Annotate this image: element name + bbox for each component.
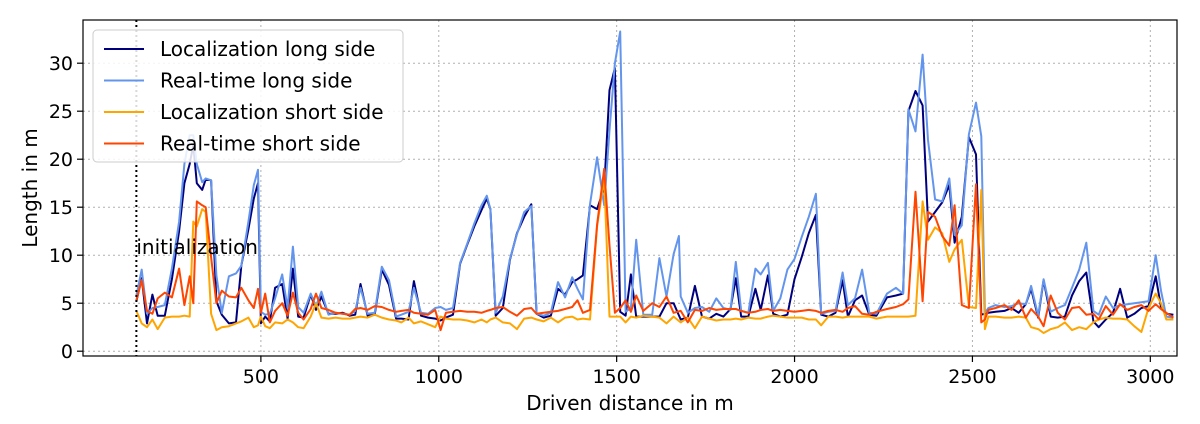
y-tick-label-0: 0 bbox=[61, 341, 73, 363]
x-axis-label: Driven distance in m bbox=[526, 391, 734, 415]
series-line-2 bbox=[135, 177, 1174, 334]
legend-label-3: Real-time short side bbox=[160, 132, 361, 156]
x-tick-label-2: 1500 bbox=[592, 366, 640, 388]
x-tick-label-0: 500 bbox=[243, 366, 279, 388]
plot-frame bbox=[82, 19, 1178, 357]
grid bbox=[83, 20, 1177, 356]
series-line-0 bbox=[135, 67, 1174, 329]
y-axis-label: Length in m bbox=[18, 128, 42, 247]
legend-label-1: Real-time long side bbox=[160, 69, 352, 93]
x-tick-label-4: 2500 bbox=[948, 366, 996, 388]
y-tick-label-1: 5 bbox=[61, 293, 73, 315]
legend-label-2: Localization short side bbox=[160, 100, 384, 124]
x-tick-label-5: 3000 bbox=[1126, 366, 1174, 388]
legend-box bbox=[92, 29, 404, 163]
y-tick-label-6: 30 bbox=[49, 53, 73, 75]
series-line-3 bbox=[135, 167, 1174, 332]
axis-ticks: 500 1000 1500 2000 2500 3000 0 5 10 15 20 25 30 bbox=[49, 53, 1175, 388]
y-tick-label-2: 10 bbox=[49, 245, 73, 267]
legend: Localization long side Real-time long sid… bbox=[92, 29, 404, 163]
y-tick-label-5: 25 bbox=[49, 101, 73, 123]
y-tick-label-4: 20 bbox=[49, 149, 73, 171]
x-tick-label-3: 2000 bbox=[770, 366, 818, 388]
series-line-1 bbox=[135, 30, 1174, 319]
x-tick-label-1: 1000 bbox=[415, 366, 463, 388]
initialization-annotation: initialization bbox=[136, 235, 258, 259]
y-tick-label-3: 15 bbox=[49, 197, 73, 219]
legend-label-0: Localization long side bbox=[160, 37, 375, 61]
plot-series bbox=[135, 30, 1174, 334]
